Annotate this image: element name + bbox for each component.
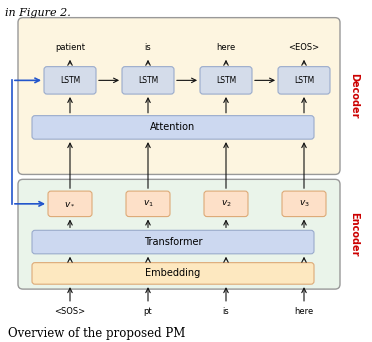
Text: is: is xyxy=(145,43,151,52)
Text: LSTM: LSTM xyxy=(60,76,80,85)
Text: Decoder: Decoder xyxy=(349,73,359,119)
Text: $v_*$: $v_*$ xyxy=(64,199,76,208)
Text: LSTM: LSTM xyxy=(138,76,158,85)
FancyBboxPatch shape xyxy=(278,67,330,94)
FancyBboxPatch shape xyxy=(18,179,340,289)
FancyBboxPatch shape xyxy=(122,67,174,94)
FancyBboxPatch shape xyxy=(32,230,314,254)
Text: here: here xyxy=(294,307,314,316)
Text: LSTM: LSTM xyxy=(216,76,236,85)
Text: Encoder: Encoder xyxy=(349,212,359,256)
FancyBboxPatch shape xyxy=(48,191,92,216)
FancyBboxPatch shape xyxy=(18,18,340,174)
Text: <SOS>: <SOS> xyxy=(54,307,86,316)
Text: pt: pt xyxy=(144,307,152,316)
Text: Transformer: Transformer xyxy=(144,237,202,247)
FancyBboxPatch shape xyxy=(32,263,314,284)
Text: Embedding: Embedding xyxy=(145,268,201,278)
Text: patient: patient xyxy=(55,43,85,52)
Text: <EOS>: <EOS> xyxy=(288,43,320,52)
Text: $v_1$: $v_1$ xyxy=(142,199,153,209)
Text: here: here xyxy=(217,43,235,52)
Text: Overview of the proposed PM: Overview of the proposed PM xyxy=(8,327,185,340)
FancyBboxPatch shape xyxy=(200,67,252,94)
Text: Attention: Attention xyxy=(150,122,196,132)
Text: LSTM: LSTM xyxy=(294,76,314,85)
FancyBboxPatch shape xyxy=(32,116,314,139)
Text: in Figure 2.: in Figure 2. xyxy=(5,8,71,18)
FancyBboxPatch shape xyxy=(44,67,96,94)
Text: $v_3$: $v_3$ xyxy=(299,199,310,209)
Text: $v_2$: $v_2$ xyxy=(221,199,231,209)
Text: is: is xyxy=(222,307,230,316)
FancyBboxPatch shape xyxy=(204,191,248,216)
FancyBboxPatch shape xyxy=(282,191,326,216)
FancyBboxPatch shape xyxy=(126,191,170,216)
